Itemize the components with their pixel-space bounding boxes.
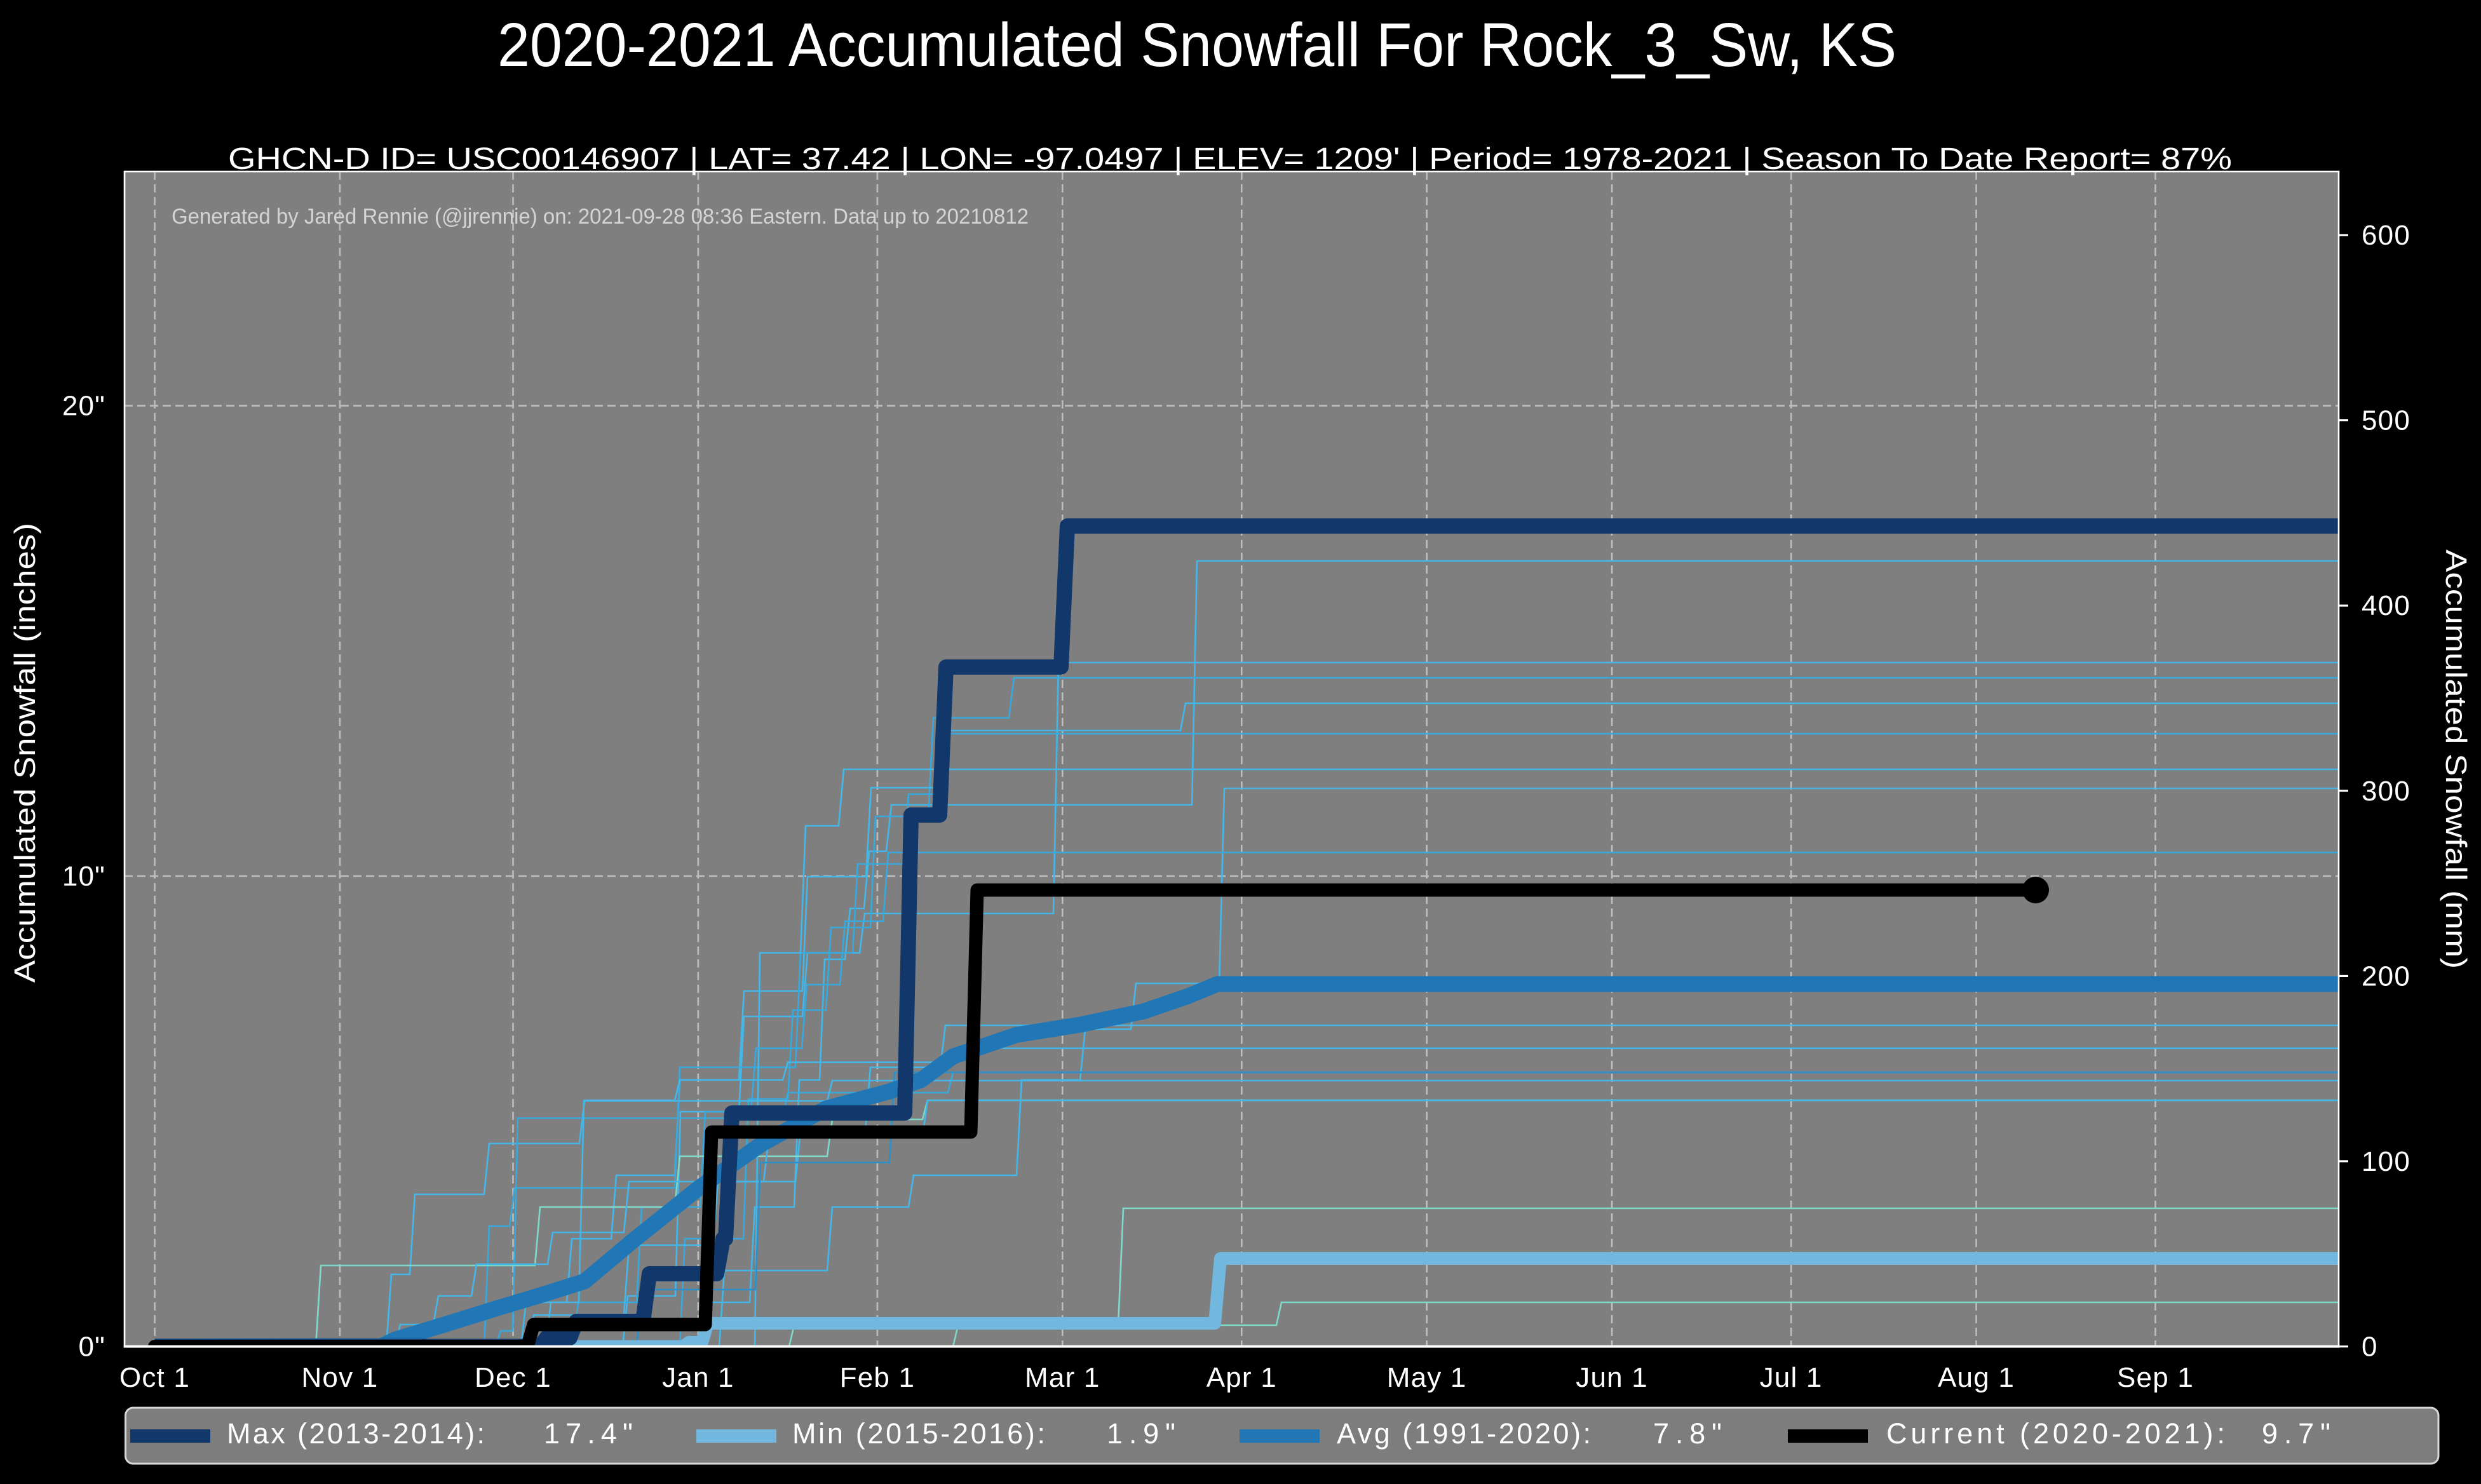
svg-text:200: 200 xyxy=(2362,961,2410,992)
svg-text:Accumulated Snowfall (mm): Accumulated Snowfall (mm) xyxy=(2440,550,2473,969)
svg-text:Current (2020-2021):: Current (2020-2021): xyxy=(1886,1417,2225,1450)
svg-text:2020-2021 Accumulated Snowfall: 2020-2021 Accumulated Snowfall For Rock_… xyxy=(497,10,1896,79)
svg-text:Apr 1: Apr 1 xyxy=(1207,1362,1277,1393)
svg-text:500: 500 xyxy=(2362,405,2410,436)
svg-text:Nov 1: Nov 1 xyxy=(301,1362,378,1393)
svg-text:0: 0 xyxy=(2362,1332,2378,1363)
svg-text:May 1: May 1 xyxy=(1387,1362,1467,1393)
svg-text:Avg (1991-2020):: Avg (1991-2020): xyxy=(1337,1417,1591,1450)
svg-text:Mar 1: Mar 1 xyxy=(1025,1362,1100,1393)
svg-text:Jan 1: Jan 1 xyxy=(662,1362,734,1393)
svg-text:Min (2015-2016):: Min (2015-2016): xyxy=(792,1417,1045,1450)
svg-text:Oct 1: Oct 1 xyxy=(119,1362,190,1393)
svg-text:400: 400 xyxy=(2362,590,2410,621)
svg-text:0": 0" xyxy=(79,1332,106,1363)
svg-text:Accumulated Snowfall (inches): Accumulated Snowfall (inches) xyxy=(8,523,41,983)
svg-text:Aug 1: Aug 1 xyxy=(1938,1362,2015,1393)
svg-text:Jun 1: Jun 1 xyxy=(1576,1362,1648,1393)
svg-text:Sep 1: Sep 1 xyxy=(2117,1362,2194,1393)
svg-text:Dec 1: Dec 1 xyxy=(475,1362,551,1393)
svg-text:300: 300 xyxy=(2362,776,2410,807)
svg-text:600: 600 xyxy=(2362,220,2410,251)
svg-text:10": 10" xyxy=(62,861,105,892)
svg-text:Feb 1: Feb 1 xyxy=(840,1362,916,1393)
svg-text:Generated by Jared Rennie (@jj: Generated by Jared Rennie (@jjrennie) on… xyxy=(172,205,1029,229)
svg-text:GHCN-D ID= USC00146907 | LAT=: GHCN-D ID= USC00146907 | LAT= 37.42 | LO… xyxy=(228,142,2232,176)
svg-text:100: 100 xyxy=(2362,1146,2410,1177)
svg-text:20": 20" xyxy=(62,391,105,422)
svg-text:Jul 1: Jul 1 xyxy=(1760,1362,1823,1393)
